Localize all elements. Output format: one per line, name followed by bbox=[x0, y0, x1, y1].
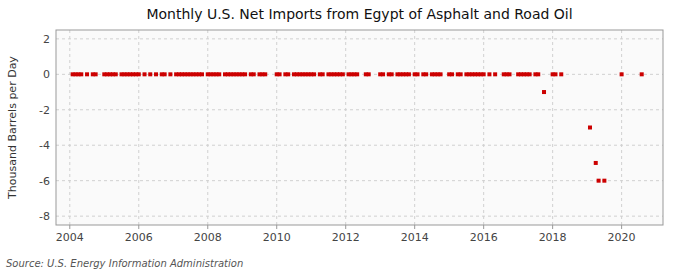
x-grid-line bbox=[621, 30, 622, 225]
x-tick-label: 2012 bbox=[332, 231, 360, 244]
y-axis-label: Thousand Barrels per Day bbox=[6, 56, 19, 200]
point bbox=[588, 126, 592, 130]
y-grid-line bbox=[56, 145, 663, 146]
x-grid-line bbox=[207, 30, 208, 225]
point bbox=[640, 72, 644, 76]
x-grid-line bbox=[276, 30, 277, 225]
chart-title: Monthly U.S. Net Imports from Egypt of A… bbox=[146, 6, 572, 22]
x-tick-label: 2010 bbox=[263, 231, 291, 244]
point bbox=[85, 72, 89, 76]
x-tick bbox=[207, 225, 208, 229]
x-tick bbox=[414, 225, 415, 229]
y-tick-label: -8 bbox=[39, 210, 50, 223]
point bbox=[381, 72, 385, 76]
y-tick-label: -6 bbox=[39, 175, 50, 188]
point bbox=[137, 72, 141, 76]
point bbox=[263, 72, 267, 76]
point bbox=[390, 72, 394, 76]
x-tick-label: 2014 bbox=[401, 231, 429, 244]
point bbox=[163, 72, 167, 76]
point bbox=[217, 72, 221, 76]
point bbox=[597, 179, 601, 183]
chart: 2004 2006 2008 2010 2012 2014 2016 2018 2020 -8 -6… bbox=[0, 0, 675, 275]
x-tick-label: 2008 bbox=[194, 231, 222, 244]
y-tick-label: -4 bbox=[39, 139, 50, 152]
point bbox=[594, 161, 598, 165]
point bbox=[528, 72, 532, 76]
point bbox=[450, 72, 454, 76]
y-grid-line bbox=[56, 38, 663, 39]
axes: 2004 2006 2008 2010 2012 2014 2016 2018 2020 -8 -6… bbox=[39, 33, 636, 244]
y-grid-line bbox=[56, 74, 663, 75]
x-tick bbox=[345, 225, 346, 229]
point bbox=[154, 72, 158, 76]
point bbox=[508, 72, 512, 76]
grid bbox=[56, 30, 663, 225]
x-tick bbox=[69, 225, 70, 229]
point bbox=[424, 72, 428, 76]
point bbox=[341, 72, 345, 76]
point bbox=[487, 72, 491, 76]
source-note: Source: U.S. Energy Information Administ… bbox=[6, 258, 243, 269]
x-tick bbox=[552, 225, 553, 229]
point bbox=[79, 72, 83, 76]
point bbox=[114, 72, 118, 76]
point bbox=[493, 72, 497, 76]
plot-frame bbox=[56, 30, 663, 225]
y-tick-label: 0 bbox=[43, 68, 50, 81]
point bbox=[278, 72, 282, 76]
x-grid-line bbox=[552, 30, 553, 225]
point bbox=[407, 72, 411, 76]
x-grid-line bbox=[414, 30, 415, 225]
point bbox=[148, 72, 152, 76]
point bbox=[439, 72, 443, 76]
point bbox=[252, 72, 256, 76]
point bbox=[542, 90, 546, 94]
point bbox=[286, 72, 290, 76]
y-grid-line bbox=[56, 216, 663, 217]
x-grid-line bbox=[483, 30, 484, 225]
point bbox=[94, 72, 98, 76]
x-tick bbox=[276, 225, 277, 229]
x-tick bbox=[621, 225, 622, 229]
points bbox=[71, 72, 644, 182]
point bbox=[482, 72, 486, 76]
point bbox=[168, 72, 172, 76]
point bbox=[312, 72, 316, 76]
x-tick-label: 2006 bbox=[125, 231, 153, 244]
x-grid-line bbox=[138, 30, 139, 225]
y-grid-line bbox=[56, 180, 663, 181]
x-tick-label: 2020 bbox=[608, 231, 636, 244]
point bbox=[321, 72, 325, 76]
x-grid-line bbox=[345, 30, 346, 225]
x-grid-line bbox=[69, 30, 70, 225]
point bbox=[553, 72, 557, 76]
point bbox=[355, 72, 359, 76]
x-tick-label: 2016 bbox=[470, 231, 498, 244]
plot-background bbox=[56, 30, 663, 225]
y-tick-label: -2 bbox=[39, 104, 50, 117]
point bbox=[367, 72, 371, 76]
point bbox=[536, 72, 540, 76]
point bbox=[620, 72, 624, 76]
point bbox=[143, 72, 147, 76]
point bbox=[559, 72, 563, 76]
point bbox=[459, 72, 463, 76]
point bbox=[243, 72, 247, 76]
x-tick-label: 2018 bbox=[539, 231, 567, 244]
y-grid-line bbox=[56, 109, 663, 110]
x-tick bbox=[138, 225, 139, 229]
point bbox=[200, 72, 204, 76]
point bbox=[602, 179, 606, 183]
y-tick-label: 2 bbox=[43, 33, 50, 46]
point bbox=[416, 72, 420, 76]
x-tick bbox=[483, 225, 484, 229]
x-tick-label: 2004 bbox=[56, 231, 84, 244]
